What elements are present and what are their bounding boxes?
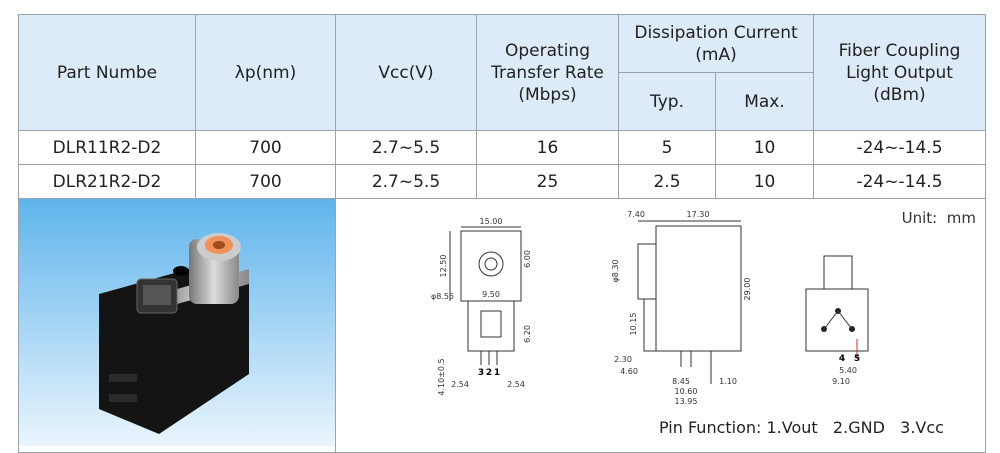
data-row: DLR11R2-D2 700 2.7~5.5 16 5 10 -24~-14.5 (18, 130, 987, 165)
dim-label: 10.60 (675, 387, 698, 396)
pin-number: 5 (854, 354, 860, 364)
header-cell: Dissipation Current (mA) (617, 14, 815, 73)
header-cell: Max. (714, 72, 815, 131)
data-cell: 2.5 (618, 164, 716, 199)
side-view (637, 220, 742, 384)
dim-label: 12.50 (439, 255, 448, 278)
data-cell: 10 (714, 164, 815, 199)
dim-label: 5.40 (839, 366, 857, 375)
spec-table: Part Numbe λp(nm) Vcc(V) Operating Trans… (18, 14, 987, 453)
product-photo (19, 199, 335, 446)
data-cell: 2.7~5.5 (335, 164, 477, 199)
dim-label: φ8.30 (611, 259, 620, 282)
data-row: DLR21R2-D2 700 2.7~5.5 25 2.5 10 -24~-14.5 (18, 164, 987, 199)
front-view (449, 226, 522, 365)
header-cell: Vcc(V) (335, 14, 477, 131)
header-cell: λp(nm) (195, 14, 336, 131)
pin-function: Pin Function: 1.Vout 2.GND 3.Vcc (659, 418, 944, 437)
dim-label: 13.95 (675, 397, 698, 406)
dim-label: 7.40 (627, 210, 645, 219)
dim-label: 9.50 (482, 290, 500, 299)
header-cell: Part Numbe (18, 14, 196, 131)
dim-label: 9.10 (832, 377, 850, 386)
dim-label: φ8.55 (431, 292, 454, 301)
dimension-drawings: Unit: mm Pin Function: 1.Vout 2.GND 3.Vc… (431, 209, 976, 437)
dim-label: 6.20 (523, 325, 532, 343)
dim-label: 1.10 (719, 377, 737, 386)
data-cell: 700 (195, 164, 336, 199)
data-cell: 16 (476, 130, 619, 165)
data-cell: 2.7~5.5 (335, 130, 477, 165)
pin-number: 1 (494, 368, 500, 378)
data-cell: 10 (714, 130, 815, 165)
data-cell: DLR11R2-D2 (18, 130, 196, 165)
pin-number: 3 (478, 368, 484, 378)
unit-note: Unit: mm (902, 209, 976, 227)
dim-label: 2.54 (451, 380, 469, 389)
dim-label: 15.00 (480, 217, 503, 226)
header-cell: Operating Transfer Rate (Mbps) (476, 14, 619, 131)
data-cell: 25 (476, 164, 619, 199)
dim-label: 4.10±0.5 (437, 358, 446, 395)
dim-label: 10.15 (629, 313, 638, 336)
header-cell: Typ. (618, 72, 716, 131)
dim-label: 8.45 (672, 377, 690, 386)
dim-label: 6.00 (523, 250, 532, 268)
dim-label: 29.00 (743, 278, 752, 301)
dim-label: 2.54 (507, 380, 525, 389)
dim-label: 4.60 (620, 367, 638, 376)
data-cell: 5 (618, 130, 716, 165)
data-cell: 700 (195, 130, 336, 165)
drawing-cell: Unit: mm Pin Function: 1.Vout 2.GND 3.Vc… (334, 198, 987, 453)
pin-number: 4 (839, 354, 845, 364)
data-cell: -24~-14.5 (813, 130, 987, 165)
photo-cell (18, 198, 336, 453)
dim-label: 2.30 (614, 355, 632, 364)
bottom-view (805, 255, 869, 359)
data-cell: DLR21R2-D2 (18, 164, 196, 199)
pin-number: 2 (486, 368, 492, 378)
header-cell: Fiber Coupling Light Output (dBm) (813, 14, 987, 131)
dim-label: 17.30 (687, 210, 710, 219)
data-cell: -24~-14.5 (813, 164, 987, 199)
